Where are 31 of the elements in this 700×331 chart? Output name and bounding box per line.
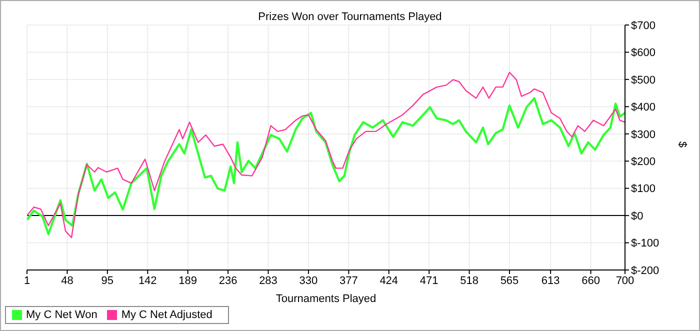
x-tick-label: 613 <box>541 274 560 287</box>
chart-title: Prizes Won over Tournaments Played <box>258 11 442 23</box>
y2-tick-label: $-200 <box>631 264 660 277</box>
y2-tick-label: $0 <box>631 210 644 222</box>
y2-tick-label: $300 <box>631 128 656 141</box>
x-tick-label: 95 <box>101 274 114 287</box>
y2-tick-label: $200 <box>631 156 656 168</box>
x-tick-label: 471 <box>420 274 438 287</box>
x-tick-label: 1 <box>24 274 30 287</box>
y2-tick-label: $700 <box>631 20 656 32</box>
x-tick-label: 283 <box>259 274 278 287</box>
y2-tick-label: $400 <box>631 102 656 114</box>
x-tick-label: 424 <box>380 274 398 287</box>
x-tick-label: 142 <box>138 274 157 287</box>
x-axis-title: Tournaments Played <box>276 293 376 305</box>
x-tick-label: 700 <box>616 274 634 287</box>
x-tick-label: 518 <box>460 274 478 287</box>
y2-tick-label: $500 <box>631 74 656 86</box>
x-tick-label: 660 <box>582 274 600 287</box>
y2-tick-label: $600 <box>631 47 656 60</box>
x-tick-label: 330 <box>299 274 318 287</box>
y2-axis-title: $ <box>676 141 688 148</box>
x-tick-label: 236 <box>218 274 238 287</box>
legend-label: My C Net Adjusted <box>121 309 212 321</box>
x-tick-label: 48 <box>61 274 74 287</box>
x-tick-label: 565 <box>500 274 519 287</box>
x-tick-label: 377 <box>339 274 358 287</box>
y2-tick-label: $100 <box>631 183 656 196</box>
y2-tick-label: $-100 <box>631 238 660 250</box>
legend-label: My C Net Won <box>26 309 98 321</box>
x-tick-label: 189 <box>178 274 198 287</box>
